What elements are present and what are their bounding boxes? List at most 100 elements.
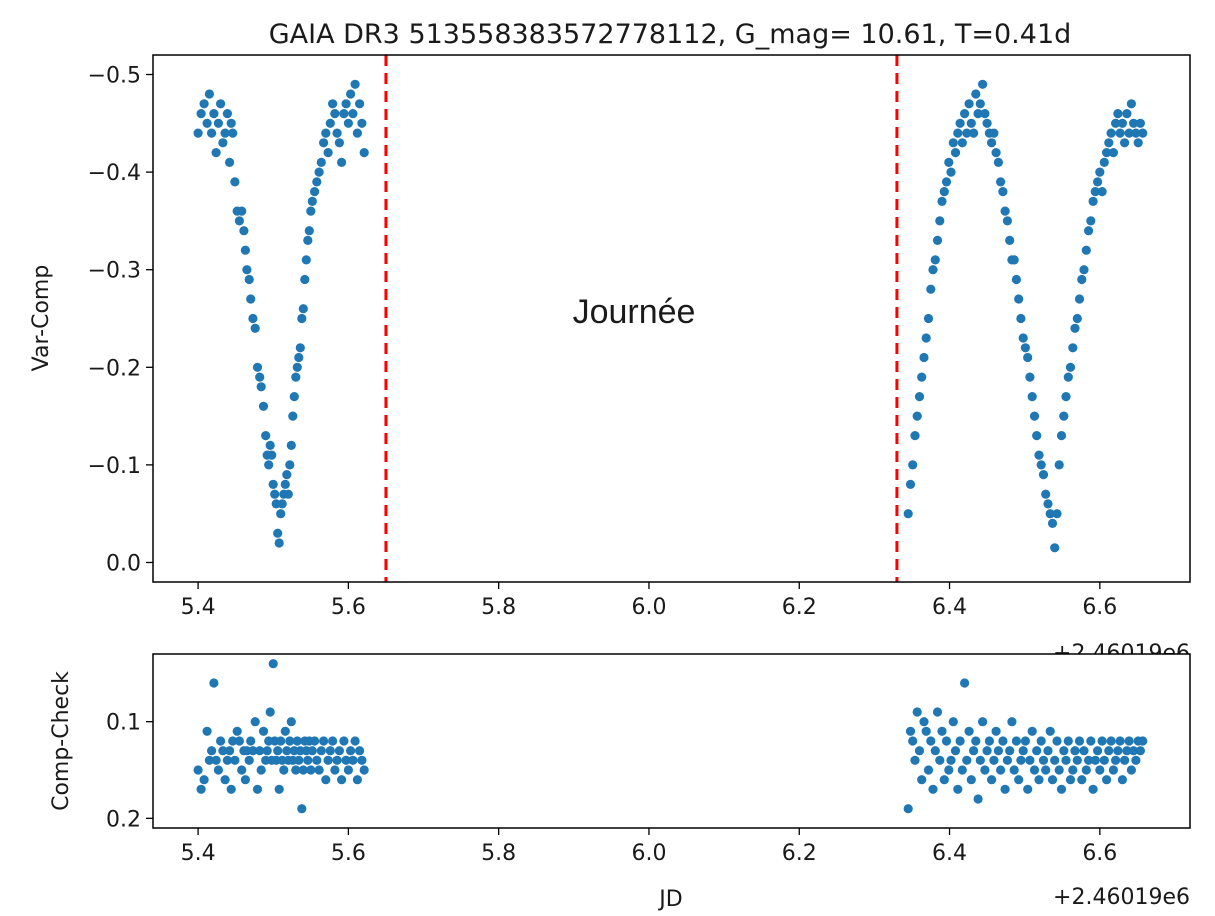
bottom-data-point — [268, 659, 278, 669]
top-data-point — [225, 157, 235, 167]
top-data-point — [204, 89, 214, 99]
bottom-data-point — [202, 726, 212, 736]
top-data-point — [1068, 343, 1078, 353]
top-data-point — [1131, 128, 1141, 138]
bottom-data-point — [1106, 736, 1116, 746]
top-data-point — [274, 538, 284, 548]
top-x-ticks: 5.4 5.6 5.8 6.0 6.2 6.4 6.6 — [181, 582, 1117, 620]
bottom-data-point — [1036, 736, 1046, 746]
bottom-data-point — [1041, 765, 1051, 775]
bottom-data-point — [240, 775, 250, 785]
bottom-data-point — [204, 755, 214, 765]
top-data-point — [323, 148, 333, 158]
top-data-point — [304, 226, 314, 236]
bottom-data-point — [292, 736, 302, 746]
top-data-point — [319, 138, 329, 148]
top-data-point — [923, 313, 934, 324]
top-data-point — [1009, 255, 1019, 265]
top-data-point — [962, 128, 972, 138]
bottom-data-point — [303, 755, 313, 765]
top-data-point — [1056, 431, 1067, 441]
top-data-point — [905, 479, 916, 489]
top-data-point — [930, 255, 940, 265]
bottom-data-point — [1025, 755, 1035, 765]
top-data-point — [957, 138, 967, 148]
top-data-point — [1079, 265, 1089, 275]
bottom-data-point — [1005, 746, 1015, 756]
top-data-point — [193, 128, 203, 138]
bottom-data-point — [1034, 775, 1044, 785]
bottom-data-point — [930, 746, 940, 756]
bottom-data-point — [337, 775, 347, 785]
top-data-point — [1104, 138, 1114, 148]
top-data-point — [300, 274, 310, 285]
top-data-point — [261, 431, 271, 441]
top-data-point — [1045, 509, 1055, 519]
top-data-point — [1005, 235, 1015, 245]
bottom-plot-frame — [152, 653, 1191, 829]
bottom-data-point — [1059, 746, 1069, 756]
bottom-data-point — [1000, 784, 1010, 794]
top-data-point — [996, 177, 1006, 187]
bottom-data-point — [346, 746, 356, 756]
top-data-point — [248, 313, 258, 324]
bottom-data-point — [1081, 765, 1091, 775]
bottom-data-point — [274, 784, 284, 794]
bottom-data-point — [914, 746, 925, 756]
bottom-data-point — [1056, 784, 1067, 794]
top-data-point — [1061, 392, 1071, 402]
top-data-point — [1027, 392, 1037, 402]
bottom-data-point — [1135, 746, 1145, 756]
bottom-data-point — [912, 707, 922, 717]
top-data-point — [255, 372, 265, 382]
bottom-data-point — [1029, 765, 1040, 775]
top-data-point — [343, 118, 353, 128]
annotation-journee: Journée — [573, 293, 696, 331]
bottom-data-point — [343, 765, 353, 775]
top-data-point — [292, 362, 302, 372]
bottom-data-point — [964, 726, 974, 736]
bottom-data-point — [310, 736, 320, 746]
bottom-data-point — [928, 784, 938, 794]
top-data-point — [252, 362, 263, 372]
top-data-point — [286, 440, 296, 450]
bottom-data-point — [1079, 746, 1089, 756]
bottom-data-point — [250, 717, 260, 727]
bottom-data-point — [923, 765, 934, 775]
top-data-point — [1065, 362, 1076, 372]
top-data-point — [903, 509, 913, 519]
top-data-point — [1074, 294, 1085, 304]
bottom-data-point — [989, 755, 999, 765]
top-data-point — [1011, 274, 1022, 285]
top-data-point — [991, 148, 1001, 158]
bottom-data-point — [1084, 755, 1094, 765]
bottom-data-point — [1129, 746, 1139, 756]
bottom-data-point — [307, 746, 317, 756]
top-data-point — [1129, 118, 1139, 128]
top-data-point — [1084, 226, 1094, 236]
top-data-point — [196, 109, 206, 119]
top-data-point — [264, 460, 274, 470]
bottom-data-point — [255, 746, 265, 756]
top-data-point — [973, 109, 983, 119]
top-data-point — [276, 509, 286, 519]
top-data-point — [971, 89, 981, 99]
top-data-point — [321, 128, 331, 138]
bottom-data-point — [962, 755, 972, 765]
bottom-data-point — [225, 746, 235, 756]
top-data-point — [218, 138, 228, 148]
top-y-tick-label: 0.0 — [106, 551, 141, 576]
top-data-point — [1034, 450, 1044, 460]
bottom-data-point — [1032, 746, 1042, 756]
top-data-point — [1038, 470, 1049, 480]
bottom-x-tick-label: 6.0 — [631, 841, 666, 866]
bottom-data-point — [1002, 755, 1013, 765]
top-data-point — [1014, 294, 1024, 304]
bottom-data-point — [220, 775, 230, 785]
bottom-data-point — [339, 736, 349, 746]
top-data-point — [921, 333, 931, 343]
top-data-point — [228, 128, 238, 138]
top-data-point — [1138, 128, 1148, 138]
top-data-point — [316, 157, 326, 167]
